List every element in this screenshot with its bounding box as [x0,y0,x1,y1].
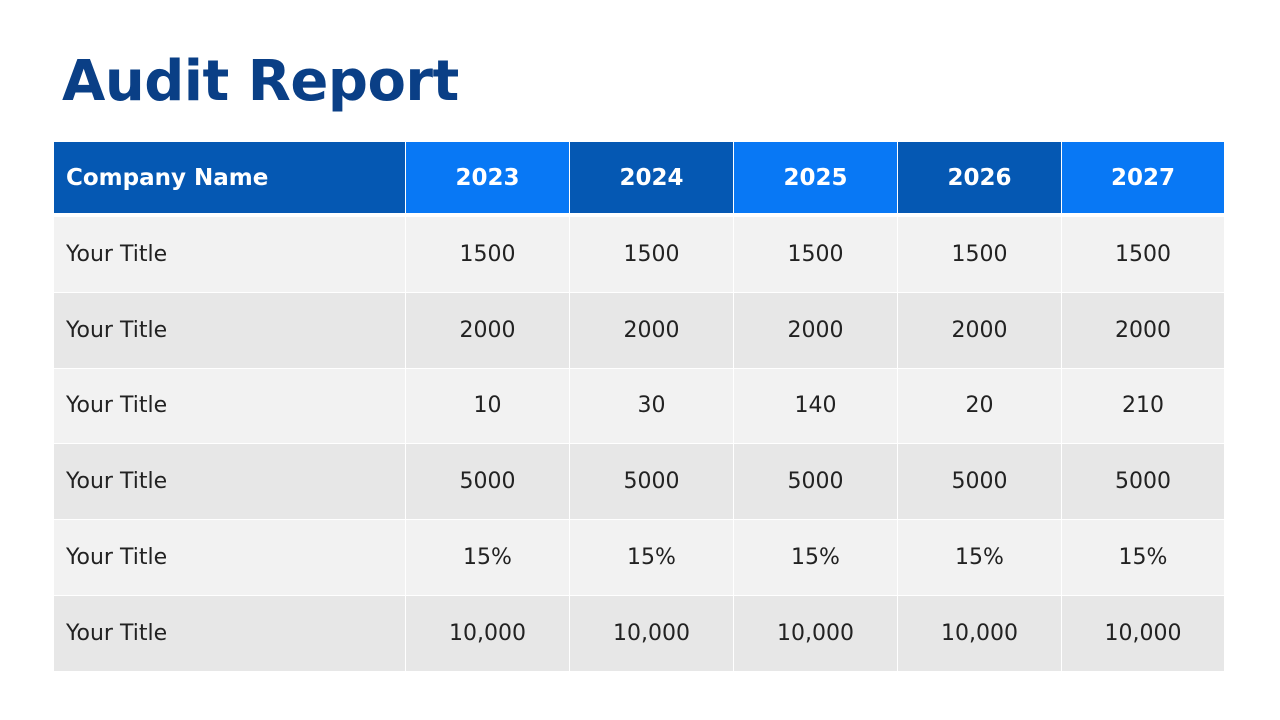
table-cell: 2000 [405,291,569,368]
table-cell: 1500 [897,216,1061,292]
header-row: Company Name 2023 2024 2025 2026 2027 [54,142,1224,216]
table-body: Your Title 1500 1500 1500 1500 1500 Your… [54,216,1224,671]
table-cell: 10,000 [1061,594,1224,671]
table-cell: 15% [897,519,1061,595]
table-cell: 210 [1061,367,1224,444]
table-cell: 5000 [733,443,897,520]
table-cell: 1500 [405,216,569,292]
table-cell: 5000 [405,443,569,520]
table-row: Your Title 2000 2000 2000 2000 2000 [54,291,1224,368]
table-row: Your Title 5000 5000 5000 5000 5000 [54,443,1224,520]
row-label: Your Title [54,519,405,595]
table-cell: 10,000 [405,594,569,671]
table-cell: 2000 [1061,291,1224,368]
row-label: Your Title [54,216,405,292]
table-cell: 5000 [1061,443,1224,520]
header-year: 2023 [405,142,569,216]
table-cell: 30 [569,367,733,444]
header-year: 2026 [897,142,1061,216]
row-label: Your Title [54,443,405,520]
header-company-name: Company Name [54,142,405,216]
header-year: 2027 [1061,142,1224,216]
header-year: 2024 [569,142,733,216]
table-cell: 15% [733,519,897,595]
table-cell: 15% [405,519,569,595]
table-cell: 10 [405,367,569,444]
table-cell: 15% [1061,519,1224,595]
table-cell: 2000 [897,291,1061,368]
table-cell: 15% [569,519,733,595]
table-cell: 10,000 [733,594,897,671]
table-cell: 1500 [1061,216,1224,292]
audit-table: Company Name 2023 2024 2025 2026 2027 Yo… [54,142,1224,671]
table-row: Your Title 10,000 10,000 10,000 10,000 1… [54,594,1224,671]
row-label: Your Title [54,367,405,444]
table-header: Company Name 2023 2024 2025 2026 2027 [54,142,1224,216]
table-cell: 5000 [569,443,733,520]
row-label: Your Title [54,291,405,368]
table-row: Your Title 1500 1500 1500 1500 1500 [54,216,1224,292]
page-title: Audit Report [62,49,459,114]
header-year: 2025 [733,142,897,216]
table-cell: 2000 [733,291,897,368]
row-label: Your Title [54,594,405,671]
table-cell: 1500 [733,216,897,292]
table-cell: 10,000 [897,594,1061,671]
table-cell: 1500 [569,216,733,292]
table-cell: 2000 [569,291,733,368]
table-cell: 140 [733,367,897,444]
table-cell: 20 [897,367,1061,444]
table-row: Your Title 10 30 140 20 210 [54,367,1224,444]
table-row: Your Title 15% 15% 15% 15% 15% [54,519,1224,595]
table-cell: 5000 [897,443,1061,520]
table-cell: 10,000 [569,594,733,671]
